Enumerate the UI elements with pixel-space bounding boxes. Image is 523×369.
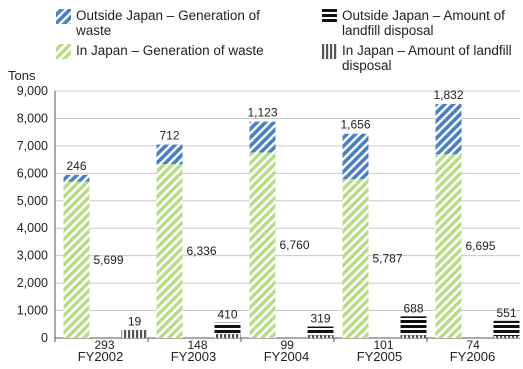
data-labels: 5,699 246 19 293 6,336 712 410 148 6,760 1,123 319… (66, 88, 516, 352)
data-label-in-japan-generation: 5,699 (94, 253, 124, 267)
y-tick-label: 2,000 (17, 276, 48, 290)
bar-in-japan-landfill (493, 335, 520, 338)
data-label-in-japan-generation: 6,695 (466, 239, 496, 253)
y-tick-label: 0 (41, 331, 48, 345)
bar-in-japan-generation (435, 154, 462, 338)
bar-in-japan-landfill (400, 335, 427, 338)
bar-outside-japan-generation (156, 144, 183, 165)
y-tick-label: 5,000 (17, 194, 48, 208)
x-tick-label: FY2003 (171, 349, 217, 364)
legend-label: Outside Japan – Generation of waste (76, 8, 260, 38)
bar-outside-japan-generation (342, 133, 369, 180)
bar-outside-japan-landfill (400, 316, 427, 336)
legend-swatch-in-generation (56, 44, 71, 59)
data-label-in-japan-landfill: 101 (374, 338, 394, 352)
data-label-outside-japan-generation: 712 (159, 129, 179, 143)
data-label-in-japan-generation: 6,336 (187, 244, 217, 258)
y-tick-label: 8,000 (17, 111, 48, 125)
data-label-outside-japan-landfill: 688 (403, 301, 423, 315)
data-label-in-japan-generation: 5,787 (373, 252, 403, 266)
y-tick-label: 6,000 (17, 166, 48, 180)
data-label-in-japan-landfill: 99 (281, 338, 295, 352)
axes: 0 1,000 2,000 3,000 4,000 5,000 6,000 7,000 8,00… (17, 84, 520, 364)
bar-outside-japan-generation (63, 174, 90, 182)
legend-label: In Japan – Amount of landfill disposal (342, 43, 512, 73)
legend-swatch-outside-landfill (322, 9, 337, 24)
y-tick-label: 1,000 (17, 304, 48, 318)
x-tick-label: FY2005 (357, 349, 403, 364)
legend-swatch-in-landfill (322, 44, 337, 59)
y-tick-label: 3,000 (17, 249, 48, 263)
bar-outside-japan-landfill (214, 322, 241, 334)
data-label-in-japan-landfill: 74 (467, 338, 481, 352)
bar-outside-japan-landfill (493, 320, 520, 336)
bar-in-japan-landfill (307, 335, 334, 338)
gridlines (55, 90, 520, 312)
bar-outside-japan-generation (249, 121, 276, 153)
y-axis-title: Tons (8, 68, 36, 83)
bar-in-japan-generation (249, 152, 276, 338)
data-label-outside-japan-generation: 1,832 (433, 88, 463, 102)
x-tick-label: FY2004 (264, 349, 310, 364)
data-label-outside-japan-generation: 1,123 (247, 106, 277, 120)
data-label-outside-japan-landfill: 410 (217, 308, 237, 322)
bar-in-japan-generation (63, 181, 90, 338)
x-tick-label: FY2006 (450, 349, 496, 364)
data-label-outside-japan-landfill: 551 (496, 306, 516, 320)
x-tick-label: FY2002 (78, 349, 124, 364)
bar-in-japan-landfill (121, 329, 148, 338)
bar-in-japan-landfill (214, 333, 241, 338)
data-label-outside-japan-landfill: 319 (310, 312, 330, 326)
data-label-in-japan-generation: 6,760 (280, 238, 310, 252)
data-label-outside-japan-landfill: 19 (128, 314, 142, 328)
data-label-in-japan-landfill: 148 (188, 338, 208, 352)
legend-swatch-outside-generation (56, 9, 71, 24)
bar-outside-japan-landfill (121, 329, 148, 330)
bar-outside-japan-generation (435, 103, 462, 155)
bar-outside-japan-landfill (307, 326, 334, 336)
y-tick-label: 7,000 (17, 139, 48, 153)
bar-in-japan-generation (156, 164, 183, 338)
bar-in-japan-generation (342, 179, 369, 338)
bars (63, 103, 520, 338)
legend-label: In Japan – Generation of waste (76, 43, 264, 58)
data-label-in-japan-landfill: 293 (95, 338, 115, 352)
data-label-outside-japan-generation: 1,656 (340, 118, 370, 132)
legend-label: Outside Japan – Amount of landfill dispo… (342, 8, 505, 38)
data-label-outside-japan-generation: 246 (66, 159, 86, 173)
y-tick-label: 4,000 (17, 221, 48, 235)
y-tick-label: 9,000 (17, 84, 48, 98)
